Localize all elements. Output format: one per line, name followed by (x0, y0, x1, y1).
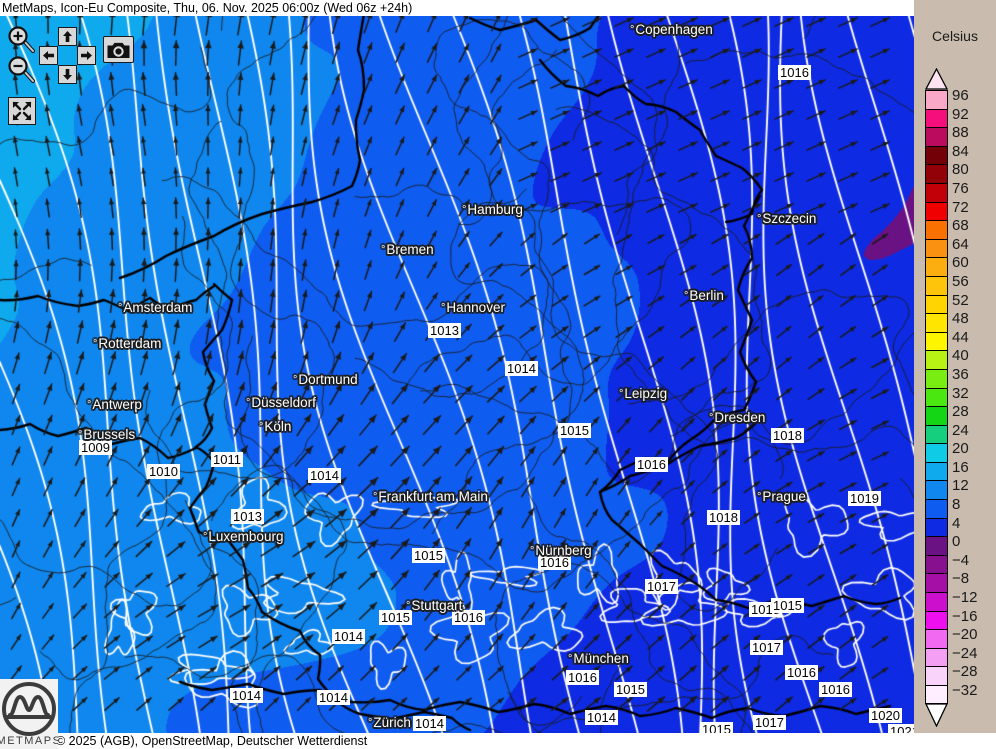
legend-swatch (925, 517, 948, 537)
legend-tick-label: 28 (952, 403, 969, 421)
legend-title: Celsius (932, 28, 978, 44)
arrow-left-icon (43, 51, 54, 60)
legend-tick-labels: 96 92 88 84 80 76 72 68 64 60 56 52 48 44 40 36 32 28 24 20… (952, 87, 996, 704)
zoom-out-button[interactable] (7, 56, 35, 84)
arrow-right-icon (81, 51, 92, 60)
legend-tick-label: −16 (952, 607, 978, 625)
legend-tick-label: 12 (952, 477, 969, 495)
legend-tick-label: 68 (952, 217, 969, 235)
pan-right-button[interactable] (77, 46, 96, 65)
metmaps-wordmark: METMAPS (0, 735, 58, 747)
legend-swatch (925, 331, 948, 351)
legend-tick-label: 36 (952, 365, 969, 383)
legend-swatch (925, 90, 948, 109)
pan-up-button[interactable] (58, 27, 77, 46)
legend-tick-label: 56 (952, 272, 969, 290)
weather-map-canvas[interactable] (0, 0, 914, 733)
legend-tick-label: 20 (952, 440, 969, 458)
metmaps-logo-icon: METMAPS (0, 682, 58, 747)
legend-swatch (925, 387, 948, 407)
legend-tick-label: −8 (952, 570, 970, 588)
legend-swatch (925, 164, 948, 183)
legend-tick-label: 8 (952, 496, 961, 514)
legend-top-cap-icon (925, 68, 948, 90)
legend-swatch (925, 275, 948, 295)
color-scale-legend: Celsius 96 92 88 84 80 76 72 68 64 60 56 52 48 44 40 36… (914, 0, 996, 733)
legend-tick-label: 96 (952, 87, 969, 104)
pan-left-button[interactable] (39, 46, 58, 65)
legend-swatch (925, 424, 948, 444)
legend-tick-label: 44 (952, 328, 969, 346)
arrow-up-icon (63, 31, 72, 42)
pan-down-button[interactable] (58, 65, 77, 84)
legend-tick-label: 84 (952, 142, 969, 160)
legend-bottom-cap-icon (925, 703, 948, 727)
legend-tick-label: 16 (952, 458, 969, 476)
legend-swatch (925, 554, 948, 574)
legend-swatch (925, 220, 948, 239)
legend-swatch (925, 145, 948, 165)
legend-swatch (925, 182, 948, 202)
legend-tick-label: 40 (952, 347, 969, 365)
map-title: MetMaps, Icon-Eu Composite, Thu, 06. Nov… (2, 1, 413, 15)
legend-tick-label: 80 (952, 161, 969, 179)
legend-tick-label: −32 (952, 682, 978, 699)
attribution-text: © 2025 (AGB), OpenStreetMap, Deutscher W… (56, 734, 368, 748)
legend-swatch (925, 257, 948, 276)
legend-swatch (925, 480, 948, 500)
legend-swatch (925, 350, 948, 369)
legend-tick-label: 64 (952, 235, 969, 253)
expand-arrows-icon (12, 101, 32, 121)
legend-tick-label: 76 (952, 179, 969, 197)
legend-swatch (925, 647, 948, 667)
legend-swatch (925, 592, 948, 611)
legend-swatch (925, 406, 948, 425)
legend-swatch (925, 573, 948, 593)
fullscreen-button[interactable] (8, 97, 36, 125)
map-title-bar: MetMaps, Icon-Eu Composite, Thu, 06. Nov… (0, 0, 914, 16)
legend-tick-label: −20 (952, 626, 978, 644)
legend-swatch (925, 666, 948, 685)
legend-swatch (925, 443, 948, 462)
legend-swatch (925, 536, 948, 555)
legend-tick-label: −24 (952, 644, 978, 662)
legend-tick-label: −4 (952, 551, 970, 569)
zoom-in-button[interactable] (7, 26, 35, 54)
legend-tick-label: 52 (952, 291, 969, 309)
legend-tick-label: −28 (952, 663, 978, 681)
legend-swatch (925, 685, 948, 704)
legend-tick-label: −12 (952, 589, 978, 607)
legend-tick-label: 32 (952, 384, 969, 402)
legend-color-bar (925, 90, 948, 704)
legend-tick-label: 60 (952, 254, 969, 272)
legend-swatch (925, 461, 948, 481)
legend-swatch (925, 368, 948, 388)
magnifier-minus-icon (8, 56, 35, 83)
legend-swatch (925, 294, 948, 314)
legend-swatch (925, 127, 948, 146)
map-footer-bar: © 2025 (AGB), OpenStreetMap, Deutscher W… (0, 733, 996, 749)
screenshot-button[interactable] (103, 36, 134, 63)
arrow-down-icon (63, 69, 72, 80)
legend-tick-label: 4 (952, 514, 961, 532)
legend-tick-label: 92 (952, 105, 969, 123)
legend-swatch (925, 201, 948, 221)
legend-swatch (925, 108, 948, 128)
legend-swatch (925, 629, 948, 648)
legend-swatch (925, 610, 948, 630)
legend-tick-label: 88 (952, 124, 969, 142)
legend-swatch (925, 313, 948, 332)
map-viewport[interactable] (0, 0, 914, 733)
camera-icon (107, 42, 130, 58)
legend-tick-label: 48 (952, 310, 969, 328)
legend-swatch (925, 238, 948, 258)
metmaps-logo: METMAPS (0, 679, 58, 749)
legend-tick-label: 72 (952, 198, 969, 216)
legend-swatch (925, 499, 948, 518)
legend-tick-label: 24 (952, 421, 969, 439)
legend-tick-label: 0 (952, 533, 961, 551)
magnifier-plus-icon (8, 26, 35, 53)
